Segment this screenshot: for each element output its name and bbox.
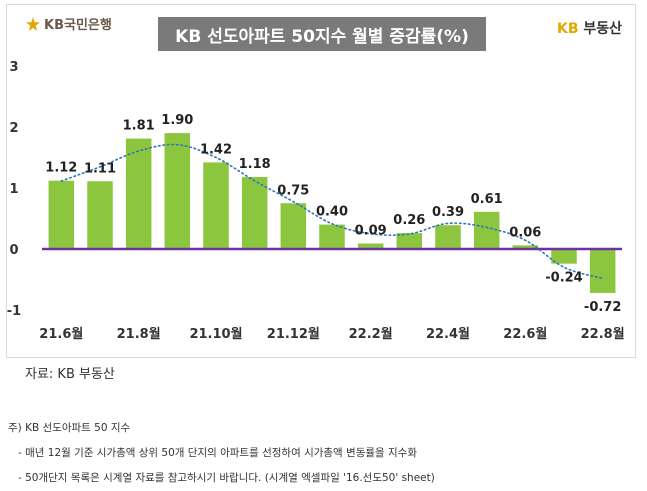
footnote-line-2: - 50개단지 목록은 시계열 자료를 참고하시기 바랍니다. (시계열 엑셀파… — [18, 472, 435, 484]
y-tick-label: 2 — [9, 121, 18, 136]
kb-brand-mark: KB — [557, 21, 579, 37]
bars — [48, 133, 616, 293]
data-label: 0.09 — [355, 224, 387, 239]
data-label: 1.81 — [123, 119, 155, 134]
footnotes: 주) KB 선도아파트 50 지수 - 매년 12월 기준 시가총액 상위 50… — [8, 416, 435, 491]
bar — [241, 177, 268, 249]
bar — [164, 133, 191, 249]
data-label: -0.24 — [545, 271, 582, 286]
data-label: 0.06 — [509, 225, 541, 240]
chart-frame — [6, 4, 636, 358]
bar — [203, 162, 229, 249]
x-tick-label: 21.6월 — [39, 326, 83, 342]
y-tick-label: 0 — [9, 243, 18, 258]
source-note: 자료: KB 부동산 — [25, 367, 115, 382]
y-axis-ticks: 3 2 1 0 -1 — [7, 60, 21, 319]
data-label: 1.42 — [200, 142, 232, 157]
data-label: 0.39 — [432, 205, 464, 220]
bar — [473, 211, 500, 249]
data-label: 0.61 — [471, 192, 503, 207]
data-label: 0.40 — [316, 205, 348, 220]
trend-line — [60, 143, 604, 280]
data-labels: 1.12 1.11 1.81 1.90 1.42 1.18 0.75 0.40 0.09 0.26… — [45, 113, 621, 315]
bar — [512, 245, 539, 249]
data-label: 1.90 — [161, 113, 193, 128]
kb-realestate-logo: KB 부동산 — [557, 18, 622, 38]
kb-bank-logo: KB국민은행 — [26, 14, 112, 33]
x-tick-label: 22.8월 — [581, 326, 625, 342]
bar — [589, 249, 616, 293]
chart-title: KB 선도아파트 50지수 월별 증감률(%) — [158, 17, 486, 51]
kb-bank-name: KB국민은행 — [44, 18, 112, 33]
y-tick-label: -1 — [7, 304, 21, 319]
kb-star-icon — [26, 16, 40, 31]
bar — [48, 180, 75, 249]
data-label: 1.18 — [239, 157, 271, 172]
bar — [125, 138, 152, 249]
bar — [396, 233, 423, 249]
x-tick-label: 22.6월 — [503, 326, 547, 342]
kb-brand-text: 부동산 — [583, 21, 623, 37]
bar — [280, 203, 307, 249]
x-tick-label: 21.8월 — [117, 326, 161, 342]
footnote-heading: 주) KB 선도아파트 50 지수 — [8, 422, 131, 434]
footnote-line-1: - 매년 12월 기준 시가총액 상위 50개 단지의 아파트를 선정하여 시가… — [18, 447, 418, 459]
y-tick-label: 3 — [9, 60, 18, 75]
x-tick-label: 22.2월 — [349, 326, 393, 342]
x-tick-label: 22.4월 — [426, 326, 470, 342]
y-tick-label: 1 — [9, 182, 18, 197]
bar — [319, 224, 345, 249]
bar — [551, 249, 577, 264]
x-axis-ticks: 21.6월 21.8월 21.10월 21.12월 22.2월 22.4월 22.6월 22.… — [39, 326, 624, 342]
data-label: 1.11 — [84, 161, 116, 176]
data-label: 0.26 — [393, 213, 425, 228]
bar — [357, 243, 384, 249]
bar — [435, 225, 461, 249]
bar-chart: 3 2 1 0 -1 1.12 1.11 1.81 1.90 1.42 1.18 0.75 0.40 0… — [7, 60, 625, 342]
data-label: 1.12 — [45, 161, 77, 176]
x-tick-label: 21.10월 — [189, 326, 242, 342]
x-tick-label: 21.12월 — [267, 326, 320, 342]
data-label: 0.75 — [277, 183, 309, 198]
bar — [87, 181, 113, 249]
data-label: -0.72 — [584, 300, 621, 315]
chart-title-text: KB 선도아파트 50지수 월별 증감률(%) — [175, 26, 469, 47]
